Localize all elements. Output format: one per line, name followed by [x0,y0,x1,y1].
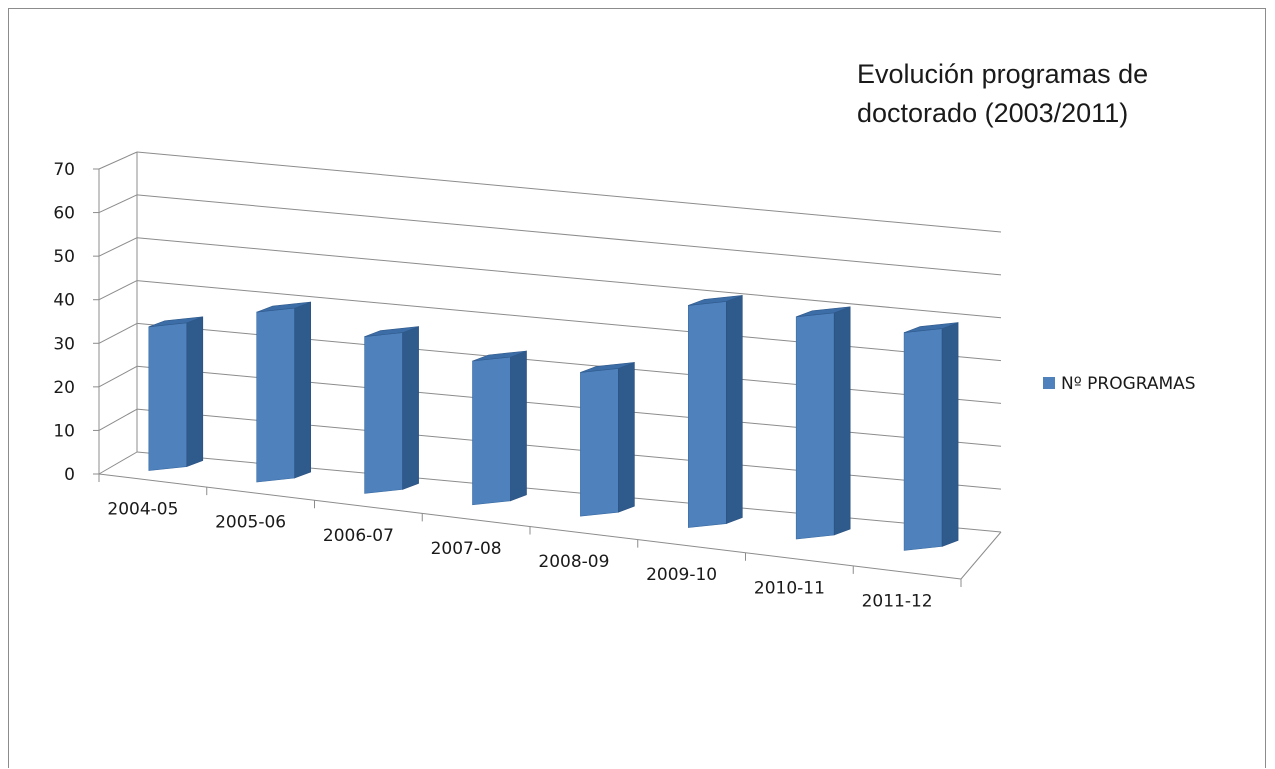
y-tick-label-4: 40 [53,291,75,311]
bar-front-2006-07 [364,332,403,494]
bars [148,294,959,551]
bar-top-2010-11 [796,306,851,318]
legend: Nº PROGRAMAS [1043,374,1196,394]
bar-side-2004-05 [186,316,204,468]
x-tick-label-3: 2007-08 [431,539,502,559]
gridline-4 [136,280,1002,362]
x-tick-label-5: 2009-10 [646,565,717,585]
bar-side-2005-06 [294,301,312,479]
bar-front-2009-10 [687,301,727,528]
y-tick-label-3: 30 [53,334,75,354]
bar-2011-12 [903,322,959,551]
bar-2010-11 [795,306,851,540]
gridline-side-4 [98,280,138,301]
chart-title-line-2: doctorado (2003/2011) [857,98,1128,128]
bar-top-2006-07 [364,326,419,337]
gridline-side-3 [98,322,138,344]
bar-side-2008-09 [618,361,635,513]
y-tick-label-5: 50 [53,247,75,267]
gridline-6 [136,194,1002,276]
chart-title: Evolución programas de doctorado (2003/2… [857,59,1148,128]
bar-2004-05 [148,316,204,471]
y-tick-label-6: 60 [53,204,75,224]
gridline-side-5 [98,237,138,257]
gridline-side-1 [98,408,138,431]
gridline-side-7 [98,151,138,170]
gridline-side-2 [98,365,138,388]
gridline-7 [136,151,1002,233]
y-tick-label-7: 70 [53,160,75,180]
bar-front-2005-06 [256,307,296,483]
x-tick-label-4: 2008-09 [538,552,609,572]
bar-top-2005-06 [256,301,311,313]
x-tick-label-2: 2006-07 [323,526,394,546]
bar-side-2006-07 [402,326,419,490]
bar-top-2004-05 [148,316,203,328]
x-tick-label-0: 2004-05 [107,500,178,520]
bar-side-2011-12 [941,322,959,547]
bar-2005-06 [256,301,312,483]
bar-side-2009-10 [725,294,743,525]
gridline-side-0 [98,451,138,475]
x-tick-label-1: 2005-06 [215,513,286,533]
legend-label: Nº PROGRAMAS [1061,374,1196,394]
bar-top-2009-10 [688,295,743,306]
gridline-side-6 [98,194,138,214]
axes [93,168,1002,587]
chart-title-line-1: Evolución programas de [857,59,1148,89]
x-axis-tick-labels: 2004-05 2005-06 2006-07 2007-08 2008-09 2009-… [107,500,932,612]
y-tick-label-2: 20 [53,378,75,398]
chart-frame: Evolución programas de doctorado (2003/2… [8,8,1266,768]
bar-top-2007-08 [472,350,527,362]
y-tick-label-0: 0 [64,465,75,485]
x-tick-label-7: 2011-12 [862,591,933,611]
bar-top-2011-12 [903,322,959,333]
bar-2008-09 [580,361,635,517]
x-tick-label-6: 2010-11 [754,578,825,598]
bar-side-2010-11 [833,306,851,536]
gridlines [98,151,1002,533]
bar-side-2007-08 [510,350,527,502]
floor-right-edge [960,531,1002,580]
bar-2009-10 [687,294,743,528]
bar-front-2004-05 [148,322,188,471]
bar-top-2008-09 [580,362,635,373]
bar-front-2010-11 [795,312,835,540]
bar-front-2007-08 [472,356,511,506]
y-tick-label-1: 10 [53,421,75,441]
y-axis-tick-labels: 0 10 20 30 40 50 60 70 [53,160,75,485]
bar-front-2008-09 [580,368,619,517]
bar-chart: Evolución programas de doctorado (2003/2… [53,59,1196,612]
bar-2007-08 [472,350,527,506]
legend-swatch [1043,377,1055,389]
gridline-5 [136,237,1002,319]
bar-2006-07 [364,326,419,494]
bar-front-2011-12 [903,328,943,551]
chart-walls [136,152,138,452]
